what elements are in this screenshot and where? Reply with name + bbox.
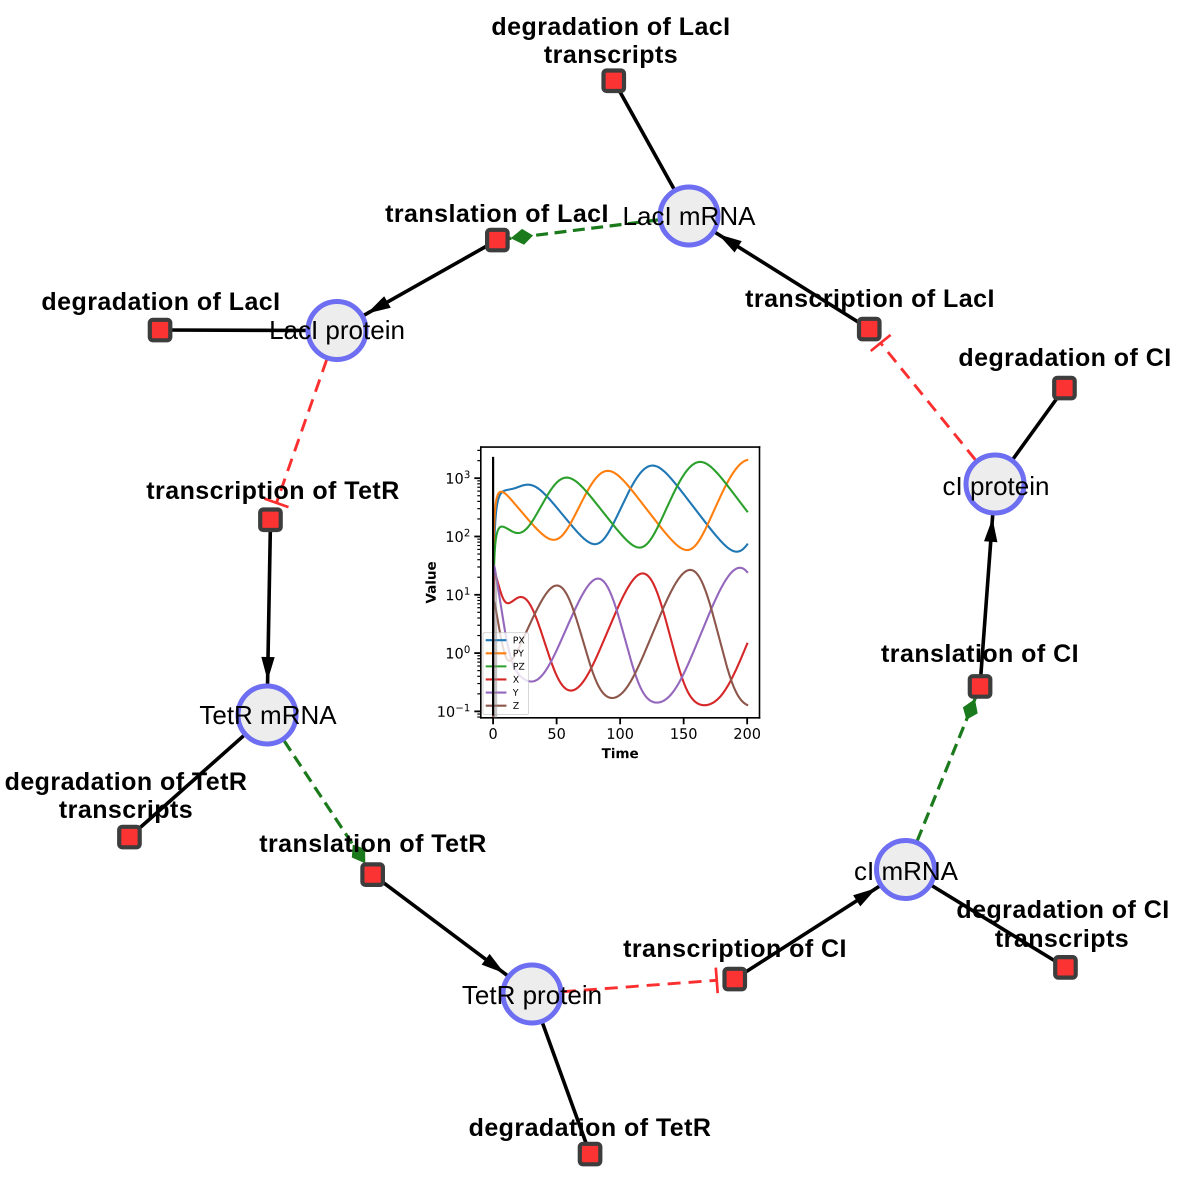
svg-text:TetR protein: TetR protein — [462, 980, 602, 1010]
svg-text:transcripts: transcripts — [59, 796, 193, 824]
svg-text:translation of TetR: translation of TetR — [259, 830, 487, 858]
svg-text:transcription of LacI: transcription of LacI — [745, 285, 995, 313]
svg-text:transcription of TetR: transcription of TetR — [146, 477, 399, 505]
svg-text:LacI mRNA: LacI mRNA — [623, 201, 757, 231]
svg-text:degradation of CI: degradation of CI — [956, 896, 1169, 924]
svg-text:degradation of TetR: degradation of TetR — [469, 1114, 712, 1142]
svg-text:translation of LacI: translation of LacI — [385, 200, 609, 228]
svg-text:degradation of CI: degradation of CI — [958, 344, 1171, 372]
svg-text:degradation of LacI: degradation of LacI — [491, 13, 730, 41]
svg-text:TetR mRNA: TetR mRNA — [199, 700, 337, 730]
svg-text:LacI protein: LacI protein — [269, 315, 405, 345]
svg-text:cI protein: cI protein — [943, 471, 1050, 501]
svg-text:transcripts: transcripts — [995, 925, 1129, 953]
svg-text:degradation of LacI: degradation of LacI — [41, 288, 280, 316]
svg-text:transcripts: transcripts — [544, 41, 678, 69]
svg-text:cI mRNA: cI mRNA — [854, 856, 959, 886]
svg-text:transcription of CI: transcription of CI — [623, 935, 847, 963]
svg-text:translation of CI: translation of CI — [881, 640, 1079, 668]
svg-text:degradation of TetR: degradation of TetR — [5, 768, 248, 796]
